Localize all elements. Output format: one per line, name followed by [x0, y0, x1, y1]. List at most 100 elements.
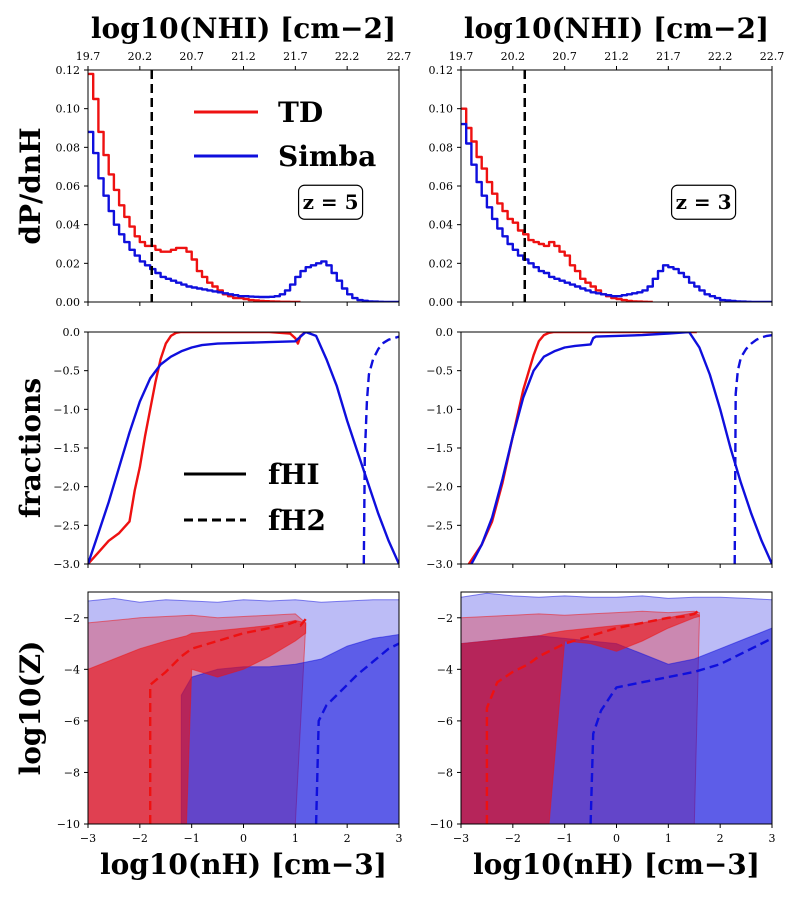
- top-tick-label: 21.7: [656, 50, 681, 63]
- top-tick-label: 22.2: [708, 50, 733, 63]
- ytick-label: −8: [437, 766, 453, 779]
- top-tick-label: 21.2: [231, 50, 256, 63]
- x-axis-label: log10(nH) [cm−3]: [100, 848, 387, 881]
- xtick-label: 2: [344, 832, 351, 845]
- series-td-median: [485, 609, 701, 824]
- series-td-median: [149, 618, 307, 824]
- ytick-label: −2.5: [426, 519, 453, 532]
- series-simba-fhi: [470, 332, 772, 564]
- xtick-label: 1: [665, 832, 672, 845]
- legend-label-simba: Simba: [278, 140, 376, 173]
- ytick-label: −10: [57, 818, 80, 831]
- series-simba-median: [314, 642, 399, 824]
- top-tick-label: 22.7: [760, 50, 785, 63]
- plot-area: [461, 592, 772, 824]
- panel-frac-z3: −3.0 −2.5 −2.0 −1.5 −1.0 −0.5 0.0: [426, 326, 773, 571]
- series-td: [461, 107, 653, 302]
- xtick-label: 2: [717, 832, 724, 845]
- ytick-label: −0.5: [53, 365, 80, 378]
- series-simba: [88, 130, 399, 302]
- xtick-label: −2: [505, 832, 521, 845]
- ytick-label: 0.00: [429, 296, 454, 309]
- series-simba-fh2: [733, 333, 772, 564]
- band-td-inner: [88, 619, 307, 824]
- redshift-box: [297, 184, 364, 220]
- ytick-label: −1.0: [53, 403, 80, 416]
- row-label-2: fractions: [14, 378, 47, 518]
- ytick-label: −2.5: [53, 519, 80, 532]
- ytick-label: −2.0: [53, 481, 80, 494]
- ytick-label: −1.0: [426, 403, 453, 416]
- ytick-label: 0.0: [63, 326, 81, 339]
- ytick-label: 0.10: [56, 103, 81, 116]
- legend-label-fh2: fH2: [268, 504, 326, 537]
- series-simba-median: [589, 637, 772, 824]
- ytick-label: −10: [430, 818, 453, 831]
- xtick-label: 1: [292, 832, 299, 845]
- band-td-inner: [461, 612, 700, 824]
- ytick-label: −1.5: [53, 442, 80, 455]
- ytick-label: 0.06: [56, 180, 81, 193]
- series-td-fhi: [467, 332, 697, 564]
- ytick-label: 0.0: [436, 326, 454, 339]
- xtick-label: 3: [769, 832, 776, 845]
- ytick-label: −1.5: [426, 442, 453, 455]
- ytick-label: 0.04: [56, 219, 81, 232]
- ytick-label: 0.12: [56, 64, 81, 77]
- top-tick-label: 20.2: [128, 50, 153, 63]
- ytick-label: −8: [64, 766, 80, 779]
- ytick-label: −2: [437, 612, 453, 625]
- axes-frame: [87, 331, 400, 565]
- top-tick-label: 22.7: [387, 50, 412, 63]
- xtick-label: −3: [453, 832, 469, 845]
- redshift-label: z = 5: [303, 190, 359, 214]
- top-tick-label: 21.7: [283, 50, 308, 63]
- series-simba: [461, 122, 772, 302]
- row-label-1: dP/dnH: [14, 127, 47, 244]
- top-tick-label: 22.2: [335, 50, 360, 63]
- x-axis-label: log10(nH) [cm−3]: [473, 848, 760, 881]
- redshift-label: z = 3: [676, 190, 732, 214]
- ytick-label: 0.00: [56, 296, 81, 309]
- top-tick-label: 19.7: [449, 50, 474, 63]
- xtick-label: −3: [80, 832, 96, 845]
- redshift-box: [670, 184, 737, 220]
- row-label-3: log10(Z): [14, 641, 47, 776]
- ytick-label: 0.10: [429, 103, 454, 116]
- band-simba-inner: [180, 633, 399, 824]
- top-tick-label: 20.2: [501, 50, 526, 63]
- ytick-label: −2: [64, 612, 80, 625]
- plot-area: [88, 597, 399, 824]
- ytick-label: −6: [64, 715, 80, 728]
- ytick-label: −4: [64, 663, 80, 676]
- axes-frame: [460, 331, 773, 565]
- series-simba-fh2: [362, 335, 399, 564]
- ytick-label: −4: [437, 663, 453, 676]
- ytick-label: 0.12: [429, 64, 454, 77]
- ytick-label: −0.5: [426, 365, 453, 378]
- ytick-label: 0.08: [429, 141, 454, 154]
- plot-area: [467, 332, 772, 564]
- plot-area: [88, 70, 399, 302]
- series-simba-fhi: [88, 332, 399, 564]
- xtick-label: 0: [613, 832, 620, 845]
- ytick-label: −3.0: [426, 558, 453, 571]
- xtick-label: 0: [240, 832, 247, 845]
- top-tick-label: 20.7: [179, 50, 204, 63]
- top-axis-label: log10(NHI) [cm−2]: [464, 12, 769, 45]
- ytick-label: 0.02: [429, 257, 454, 270]
- legend-label-td: TD: [278, 96, 323, 129]
- xtick-label: −1: [184, 832, 200, 845]
- series-td: [88, 72, 301, 302]
- ytick-label: 0.06: [429, 180, 454, 193]
- top-tick-label: 20.7: [552, 50, 577, 63]
- legend-label-fhi: fHI: [268, 458, 320, 491]
- top-tick-label: 19.7: [76, 50, 101, 63]
- ytick-label: −6: [437, 715, 453, 728]
- top-tick-label: 21.2: [604, 50, 629, 63]
